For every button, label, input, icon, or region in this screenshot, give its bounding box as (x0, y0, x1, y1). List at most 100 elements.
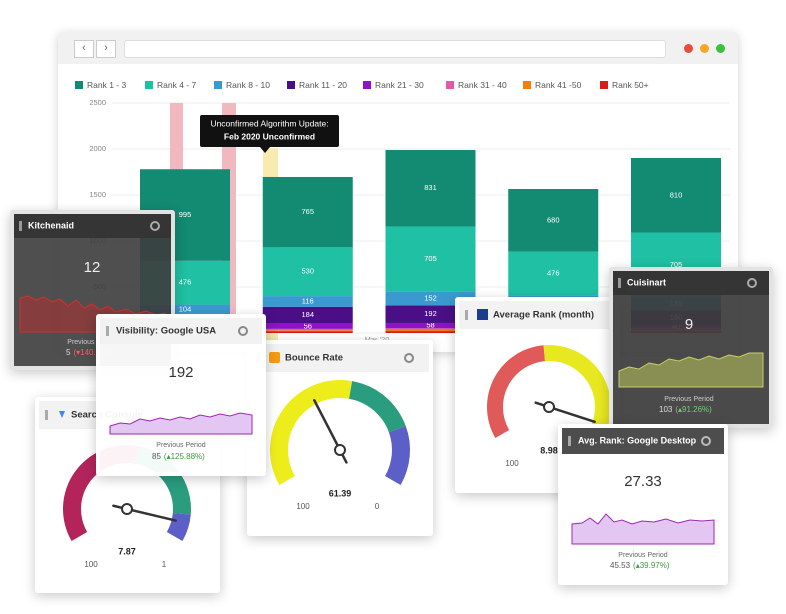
bar-segment (385, 305, 476, 323)
widget-bounce-rate[interactable]: Bounce Rate 61.39 100 0 (247, 340, 433, 536)
widget-cuisinart[interactable]: Cuisinart 9 Previous Period 103 (▴91.26%) (609, 267, 773, 428)
gauge-min: 100 (296, 502, 310, 511)
legend-swatch (523, 81, 531, 89)
drag-handle[interactable] (19, 221, 22, 231)
settings-icon[interactable] (404, 353, 414, 363)
widget-header (613, 271, 769, 295)
drag-handle[interactable] (568, 436, 571, 446)
bar-segment (508, 251, 599, 296)
widget-visibility[interactable]: Visibility: Google USA 192 Previous Peri… (96, 314, 266, 476)
x-tick-label: Mar '20 (365, 335, 390, 344)
widget-header (14, 214, 171, 238)
bar-segment (631, 158, 721, 233)
widget-icon (477, 309, 488, 320)
previous-label: Previous Period (618, 552, 668, 559)
bar-segment (385, 226, 476, 292)
widget-title: Average Rank (month) (493, 310, 594, 321)
widget-value: 27.33 (624, 473, 662, 490)
maximize-dot[interactable] (716, 44, 725, 53)
forward-button[interactable]: › (96, 40, 116, 58)
segment-label: 680 (547, 215, 560, 224)
segment-label: 58 (426, 321, 434, 330)
legend-label: Rank 1 - 3 (87, 80, 126, 90)
legend-label: Rank 41 -50 (535, 80, 582, 90)
previous-line: 85 (▴125.88%) (152, 452, 205, 461)
gauge-band (270, 380, 353, 485)
bar-segment (385, 328, 476, 330)
gauge-band (166, 513, 191, 541)
settings-icon[interactable] (701, 436, 711, 446)
widget-desktop[interactable]: Avg. Rank: Google Desktop 27.33 Previous… (558, 424, 728, 585)
sparkline (571, 513, 715, 545)
segment-label: 56 (304, 321, 312, 330)
settings-icon[interactable] (150, 221, 160, 231)
tooltip: Unconfirmed Algorithm Update: Feb 2020 U… (200, 115, 339, 153)
legend-swatch (363, 81, 371, 89)
segment-label: 184 (301, 310, 314, 319)
bar-segment (262, 306, 353, 324)
segment-label: 530 (301, 267, 314, 276)
bar-segment (508, 189, 599, 252)
minimize-dot[interactable] (700, 44, 709, 53)
widget-header (100, 318, 262, 344)
widget-canvas: Average Rank (month) 8.98 100 (459, 301, 616, 468)
legend-label: Rank 4 - 7 (157, 80, 196, 90)
bar-segment (385, 291, 476, 306)
gauge-hub (334, 444, 346, 456)
previous-label: Previous Period (664, 396, 714, 403)
widget-canvas: Kitchenaid 12 Previous Period 5 (▾140.00%… (14, 214, 171, 357)
segment-label: 831 (424, 183, 437, 192)
gauge-max: 1 (162, 560, 167, 569)
widget-average-rank[interactable]: Average Rank (month) 8.98 100 (455, 297, 620, 493)
bar-segment (385, 322, 476, 329)
gauge-max: 0 (375, 502, 380, 511)
tooltip-box (200, 115, 339, 147)
browser-toolbar: ‹ › (58, 32, 738, 64)
settings-icon[interactable] (238, 326, 248, 336)
drag-handle[interactable] (618, 278, 621, 288)
back-button[interactable]: ‹ (74, 40, 94, 58)
y-tick-label: 2500 (89, 98, 106, 107)
previous-line: 45.53 (▴39.97%) (610, 561, 670, 570)
gauge-min: 100 (84, 560, 98, 569)
gauge-band (349, 381, 406, 433)
drag-handle[interactable] (106, 326, 109, 336)
y-tick-label: 1500 (89, 190, 106, 199)
settings-icon[interactable] (747, 278, 757, 288)
bar-segment (262, 331, 353, 333)
segment-label: 995 (179, 210, 192, 219)
change: (▴91.26%) (675, 405, 712, 414)
segment-label: 192 (424, 309, 437, 318)
segment-label: 810 (670, 190, 683, 199)
bar-segment (385, 331, 476, 333)
tooltip-title: Unconfirmed Algorithm Update: (210, 118, 328, 128)
bar-segment (262, 176, 353, 248)
segment-label: 476 (179, 278, 192, 287)
gauge-band (385, 426, 410, 485)
bar-segment (385, 150, 476, 227)
widget-title: Bounce Rate (285, 353, 343, 364)
tooltip-subtitle: Feb 2020 Unconfirmed (224, 131, 315, 141)
segment-label: 705 (670, 260, 683, 269)
bar-segment (262, 323, 353, 329)
widget-title: Kitchenaid (28, 220, 74, 230)
drag-handle[interactable] (45, 410, 48, 420)
legend-swatch (287, 81, 295, 89)
widget-value: 12 (84, 259, 101, 276)
previous-line: 5 (▾140.00%) (66, 348, 115, 357)
widget-title: Visibility: Google USA (116, 326, 216, 337)
previous-value: 85 (152, 452, 161, 461)
address-bar[interactable] (124, 40, 666, 58)
widget-canvas: Avg. Rank: Google Desktop 27.33 Previous… (562, 428, 724, 570)
widget-value: 192 (168, 364, 193, 381)
legend-label: Rank 11 - 20 (299, 80, 347, 90)
widget-value: 9 (685, 316, 693, 333)
bar-segment (385, 329, 476, 332)
segment-label: 116 (302, 296, 314, 305)
change: (▴39.97%) (633, 561, 670, 570)
legend-swatch (145, 81, 153, 89)
gauge-hub (543, 401, 555, 413)
close-dot[interactable] (684, 44, 693, 53)
drag-handle[interactable] (465, 310, 468, 320)
